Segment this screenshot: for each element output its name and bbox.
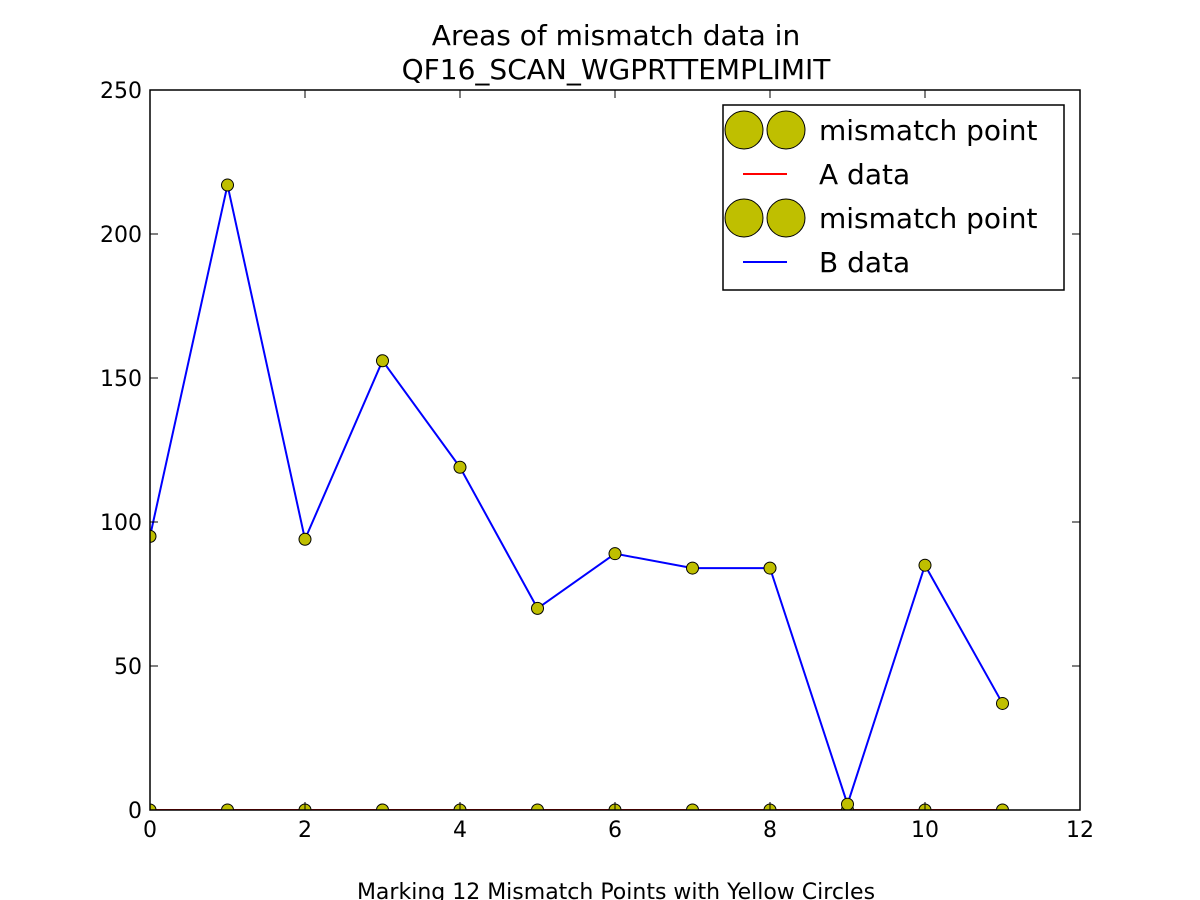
legend-marker-icon <box>766 110 806 150</box>
legend-marker-icon <box>766 198 806 238</box>
mismatch-point-b-data-5 <box>531 601 544 615</box>
x-axis-label: Marking 12 Mismatch Points with Yellow C… <box>357 880 875 900</box>
series-line-b-data <box>150 184 1004 808</box>
mismatch-point-b-data-8 <box>763 561 777 575</box>
y-tick-label: 50 <box>114 655 142 680</box>
y-tick-label: 250 <box>100 79 142 104</box>
mismatch-point-b-data-1 <box>221 178 234 192</box>
y-tick-label: 150 <box>100 367 142 392</box>
mismatch-point-a-data-0 <box>150 803 157 810</box>
x-tick-label: 4 <box>453 818 467 843</box>
mismatch-point-b-data-4 <box>453 460 467 474</box>
x-tick-label: 10 <box>911 818 939 843</box>
mismatch-point-b-data-6 <box>608 547 622 561</box>
chart-title-line-2: QF16_SCAN_WGPRTTEMPLIMIT <box>402 53 832 86</box>
legend: mismatch point A data mismatch point B data <box>722 104 1065 291</box>
mismatch-point-b-data-2 <box>298 532 312 546</box>
y-tick-label: 100 <box>100 511 142 536</box>
y-tick-label: 0 <box>128 799 142 824</box>
x-tick-label: 12 <box>1066 818 1094 843</box>
mismatch-point-a-data-3 <box>376 803 389 810</box>
mismatch-point-a-data-5 <box>531 803 544 810</box>
mismatch-point-b-data-9 <box>841 797 854 810</box>
legend-label: mismatch point <box>819 114 1038 147</box>
y-tick-label: 200 <box>100 223 142 248</box>
plot-clipped-group <box>150 178 1009 810</box>
x-tick-label: 6 <box>608 818 622 843</box>
legend-marker-icon <box>724 110 764 150</box>
plot-area <box>150 178 1009 810</box>
legend-label: mismatch point <box>819 202 1038 235</box>
mismatch-point-b-data-11 <box>996 696 1009 710</box>
mismatch-point-a-data-11 <box>996 803 1009 810</box>
legend-label: A data <box>819 158 910 191</box>
legend-label: B data <box>819 246 910 279</box>
x-tick-label: 0 <box>143 818 157 843</box>
x-tick-label: 2 <box>298 818 312 843</box>
mismatch-point-a-data-1 <box>221 803 234 810</box>
x-tick-label: 8 <box>763 818 777 843</box>
mismatch-point-a-data-7 <box>686 803 699 810</box>
axes: 0 2 4 6 8 10 12 0 50 100 150 200 250 <box>100 79 1094 843</box>
mismatch-point-b-data-10 <box>918 558 932 572</box>
legend-marker-icon <box>724 198 764 238</box>
mismatch-point-b-data-0 <box>150 529 157 543</box>
chart-title-line-1: Areas of mismatch data in <box>432 19 800 52</box>
mismatch-point-b-data-3 <box>376 354 389 368</box>
mismatch-point-b-data-7 <box>686 561 699 575</box>
